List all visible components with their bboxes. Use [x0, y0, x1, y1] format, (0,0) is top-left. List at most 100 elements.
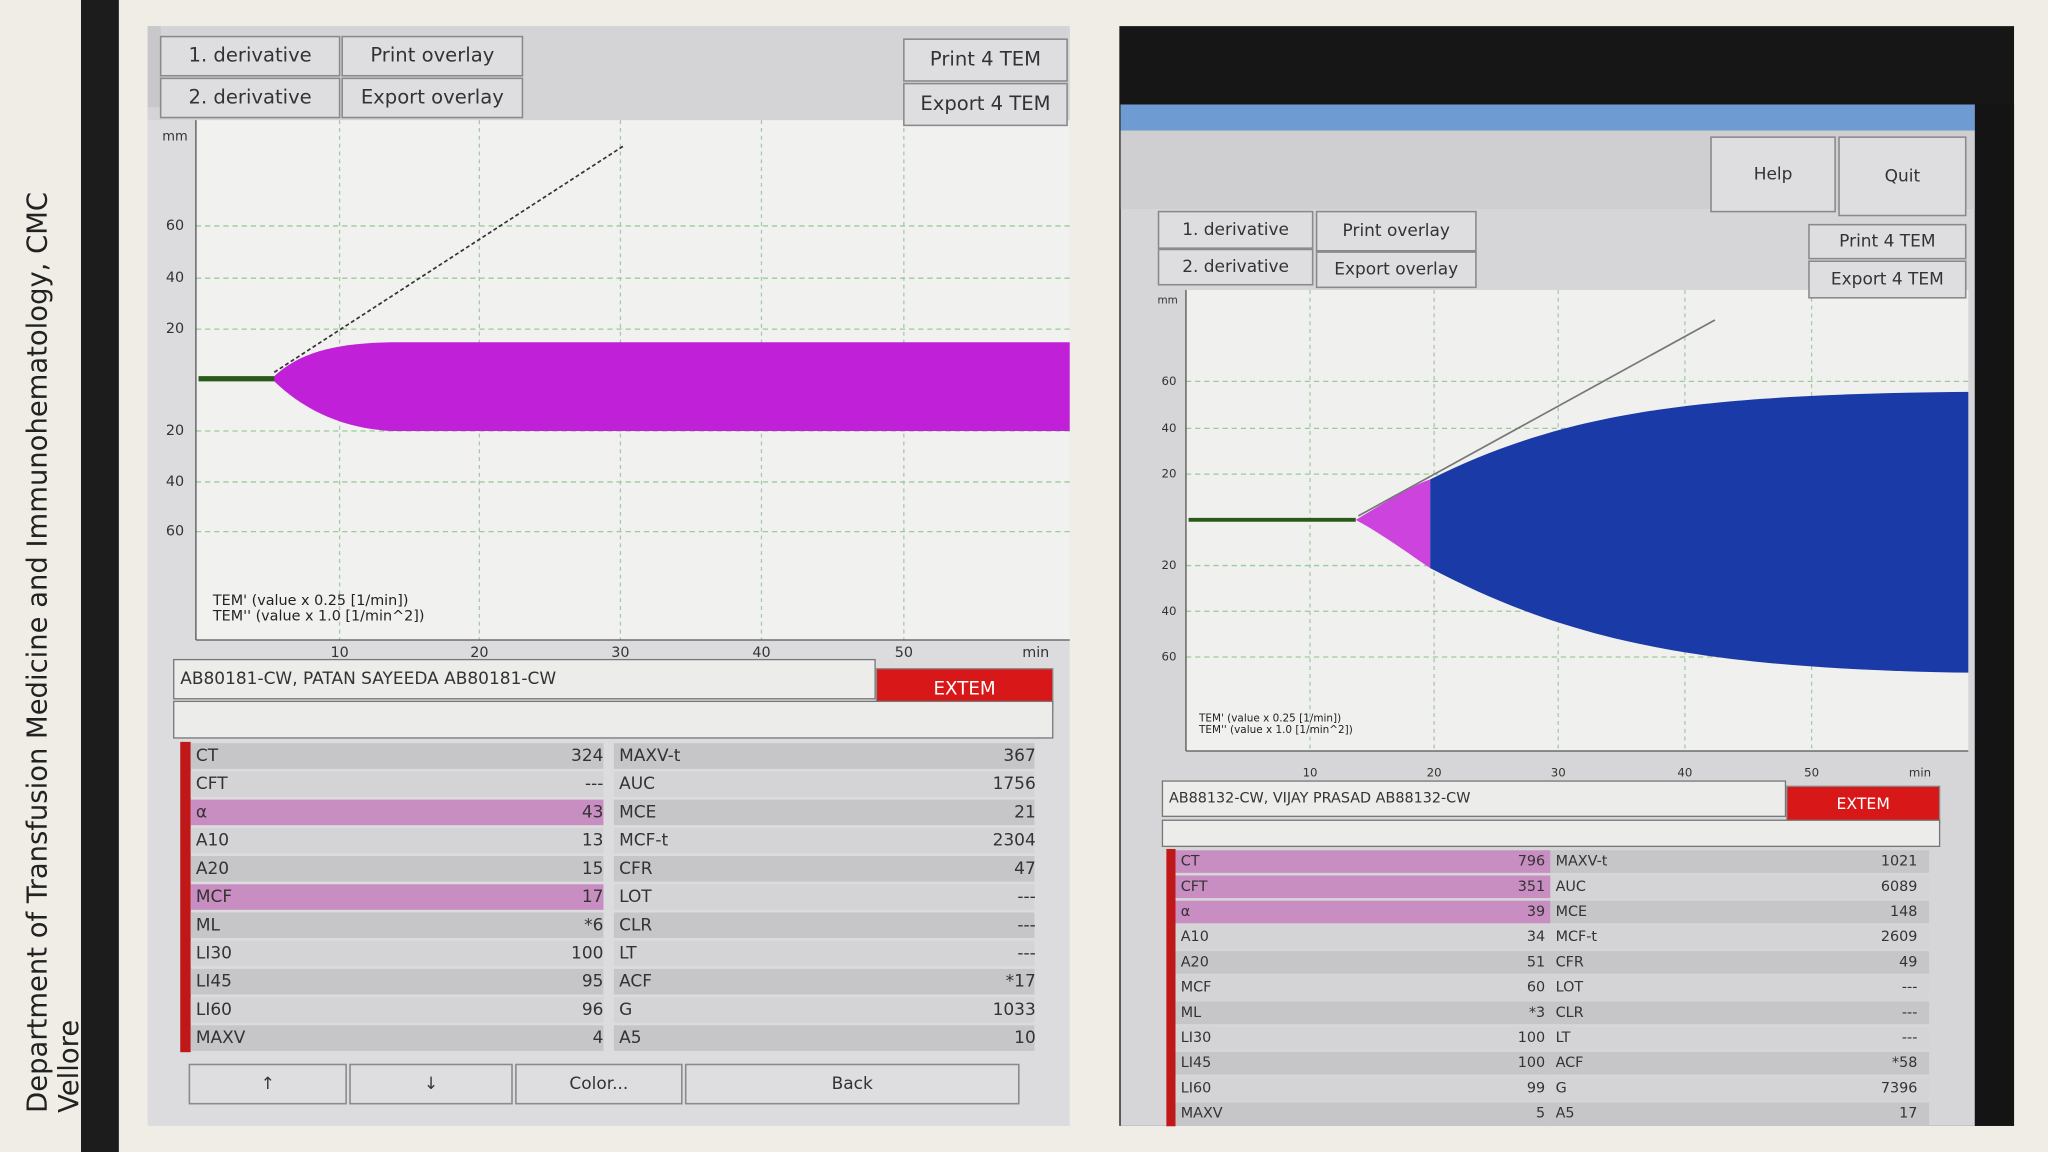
assay-button — [1786, 785, 1941, 824]
table-row — [1550, 925, 1930, 949]
y-axis-label: 20 — [1162, 467, 1177, 481]
legend-text: TEM'' (value x 1.0 [1/min^2]) — [1198, 724, 1353, 736]
button — [1157, 248, 1314, 286]
param-name: LI45 — [1181, 1055, 1212, 1071]
button-label: Print 4 TEM — [930, 48, 1041, 71]
param-value: 100 — [571, 943, 603, 963]
footer-button — [188, 1063, 347, 1105]
table-row — [190, 1025, 604, 1051]
button — [341, 35, 524, 77]
param-name: ACF — [619, 972, 652, 992]
window-button-label: Help — [1754, 164, 1793, 184]
table-row — [613, 997, 1035, 1023]
param-value: 1033 — [993, 1000, 1036, 1020]
param-value: 10 — [1014, 1028, 1036, 1048]
table-row — [1175, 900, 1551, 924]
button-label: Export 4 TEM — [1831, 270, 1944, 290]
button — [1315, 210, 1477, 252]
footer-button-label: Color... — [569, 1074, 628, 1094]
table-row — [1175, 875, 1551, 899]
param-name: CLR — [619, 915, 652, 935]
input-field — [1161, 819, 1941, 848]
table-row — [613, 827, 1035, 854]
table-row — [1175, 976, 1551, 999]
y-axis-label: 20 — [166, 321, 184, 337]
table-row — [613, 1025, 1035, 1051]
param-name: AUC — [619, 774, 655, 794]
status-strip — [1166, 848, 1176, 1127]
param-value: 5 — [1536, 1106, 1545, 1122]
legend-text: TEM' (value x 0.25 [1/min]) — [212, 593, 409, 609]
param-name: LOT — [619, 887, 652, 907]
param-name: MAXV — [196, 1028, 246, 1048]
x-axis-label: 50 — [895, 645, 913, 661]
y-axis-label: 20 — [166, 423, 184, 439]
y-axis-label: 60 — [1162, 374, 1177, 388]
param-name: LOT — [1556, 980, 1584, 996]
button-label: Print 4 TEM — [1839, 232, 1935, 252]
status-strip — [180, 741, 191, 1053]
button — [159, 77, 341, 119]
table-row — [613, 799, 1035, 826]
table-row — [613, 856, 1035, 882]
param-value: *17 — [1006, 972, 1036, 992]
param-name: A5 — [1556, 1106, 1575, 1122]
param-name: MCE — [1556, 904, 1588, 920]
title-bar — [1120, 104, 1975, 131]
button — [1157, 210, 1314, 249]
x-axis-label: 10 — [1303, 766, 1318, 780]
param-name: MCF — [196, 887, 232, 907]
trace — [1430, 391, 1969, 673]
param-value: 7396 — [1881, 1080, 1918, 1096]
param-name: AUC — [1556, 879, 1586, 895]
table-row — [1550, 951, 1930, 974]
table-row — [190, 940, 604, 967]
param-value: 17 — [1899, 1106, 1917, 1122]
param-value: 34 — [1527, 929, 1545, 945]
table-row — [1550, 900, 1930, 924]
table-row — [613, 912, 1035, 939]
param-value: 324 — [571, 746, 603, 766]
button — [341, 77, 524, 119]
toolbar-edge — [147, 26, 161, 108]
param-name: CFR — [1556, 954, 1584, 970]
param-name: LI45 — [196, 972, 232, 992]
x-axis-label: 50 — [1804, 766, 1819, 780]
x-axis-label: min — [1909, 766, 1931, 780]
table-row — [613, 743, 1035, 769]
button-label: Print overlay — [370, 44, 494, 67]
param-value: 796 — [1518, 854, 1545, 870]
param-value: 2304 — [993, 831, 1036, 851]
param-value: --- — [1017, 943, 1035, 963]
param-value: 148 — [1890, 904, 1917, 920]
x-axis-label: 30 — [1551, 766, 1566, 780]
param-value: *6 — [584, 915, 603, 935]
param-name: A5 — [619, 1028, 641, 1048]
x-axis-label: 30 — [611, 645, 629, 661]
param-name: A10 — [1181, 929, 1209, 945]
param-value: --- — [1902, 1005, 1918, 1021]
table-row — [1175, 1077, 1551, 1100]
param-name: LI60 — [196, 1000, 232, 1020]
param-name: G — [619, 1000, 632, 1020]
param-value: 6089 — [1881, 879, 1918, 895]
table-row — [1175, 850, 1551, 873]
param-value: 49 — [1899, 954, 1917, 970]
legend-text: TEM'' (value x 1.0 [1/min^2]) — [212, 608, 425, 624]
table-row — [1175, 1026, 1551, 1050]
units-label: mm — [1158, 294, 1178, 306]
window-button-label: Quit — [1885, 166, 1921, 186]
footer-button-label: ↑ — [261, 1074, 275, 1094]
param-value: *58 — [1892, 1055, 1917, 1071]
param-value: 100 — [1518, 1030, 1545, 1046]
param-value: 1021 — [1881, 854, 1918, 870]
tangent-line — [1357, 319, 1716, 517]
side-bar — [80, 0, 119, 1152]
table-row — [1175, 1102, 1551, 1125]
button — [159, 35, 341, 77]
param-name: α — [196, 802, 207, 822]
y-axis-label: 40 — [1162, 421, 1177, 435]
x-axis-label: 20 — [470, 645, 488, 661]
footer-button — [515, 1063, 683, 1105]
